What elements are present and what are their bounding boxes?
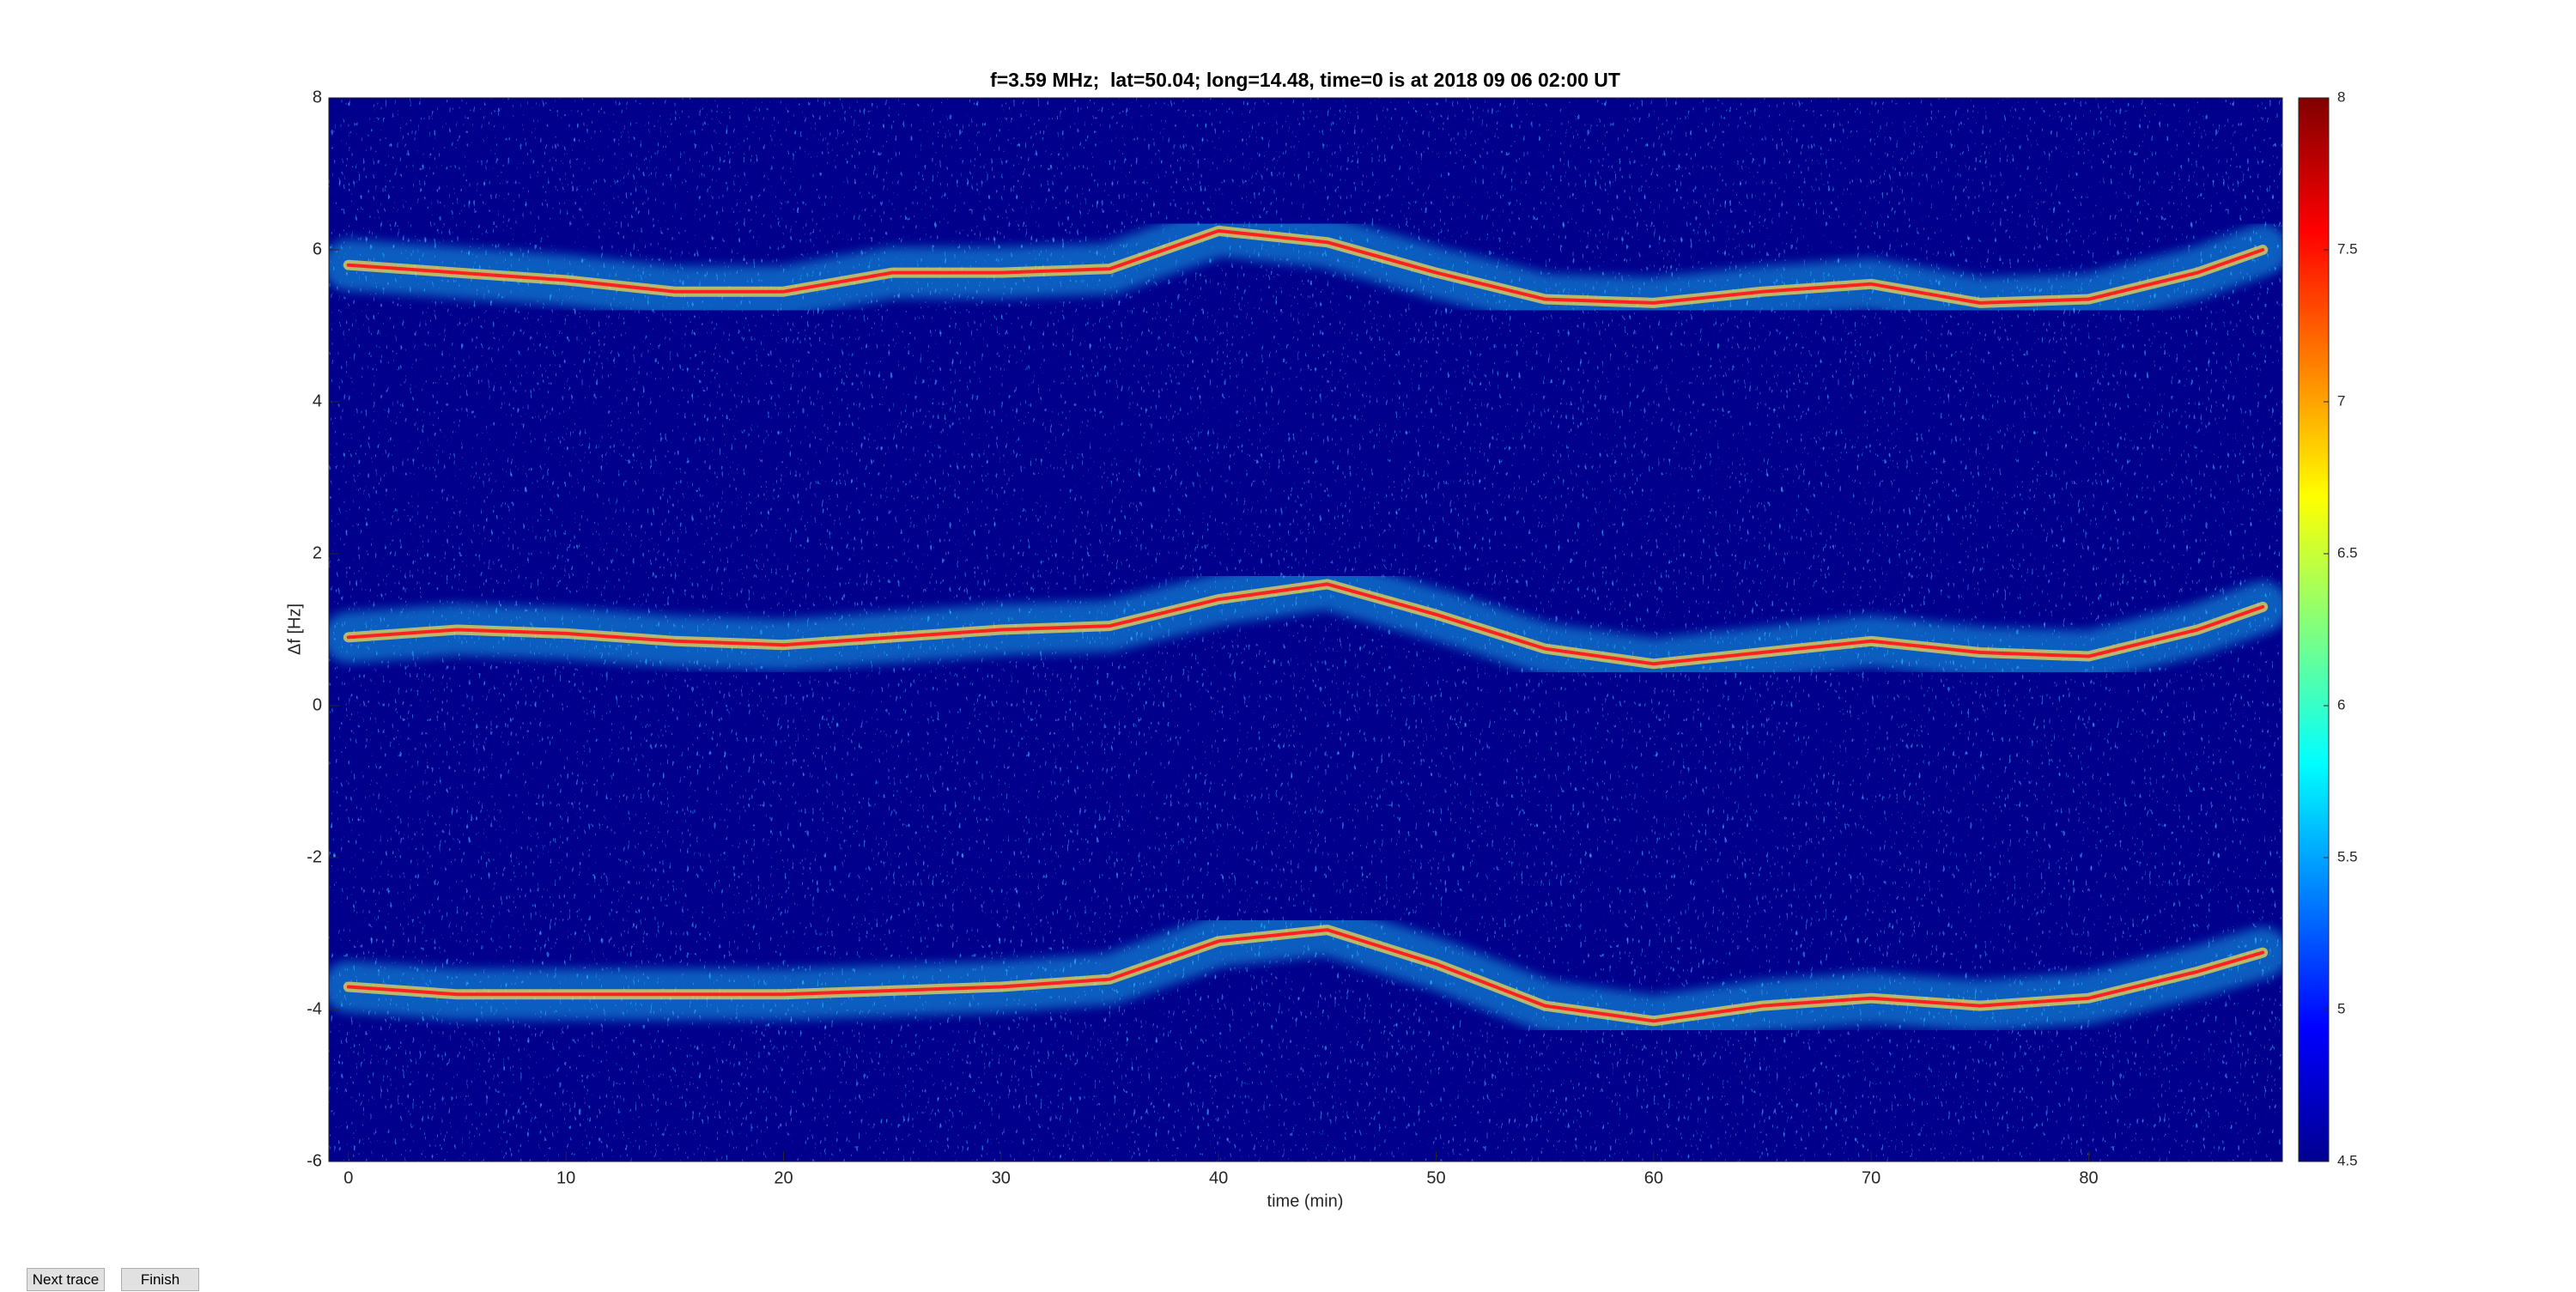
colorbar-tick-label: 5.5 [2337,848,2358,864]
plot-frame [328,97,2283,1162]
x-tick-label: 20 [774,1168,793,1187]
y-tick-label: 0 [313,695,322,714]
colorbar [2298,97,2330,1162]
y-tick-label: -4 [307,999,322,1018]
x-tick-label: 70 [1862,1168,1880,1187]
y-tick-label: -2 [307,847,322,866]
finish-button[interactable]: Finish [121,1268,199,1291]
figure: f=3.59 MHz; lat=50.04; long=14.48, time=… [285,69,2358,1210]
colorbar-tick-label: 6 [2337,696,2345,713]
x-axis-label: time (min) [1267,1192,1344,1210]
x-tick-label: 50 [1426,1168,1445,1187]
plot-area [329,98,2282,1162]
trace-line [346,582,2265,666]
y-tick-label: 4 [313,391,322,410]
colorbar-tick-label: 6.5 [2337,544,2358,561]
next-trace-button[interactable]: Next trace [27,1268,105,1291]
y-tick-label: 2 [313,543,322,562]
x-tick-label: 80 [2079,1168,2098,1187]
colorbar-tick-label: 4.5 [2337,1152,2358,1168]
chart-title: f=3.59 MHz; lat=50.04; long=14.48, time=… [990,69,1620,91]
x-tick-label: 0 [343,1168,353,1187]
trace-line [346,228,2265,305]
y-tick-label: 6 [313,240,322,258]
colorbar-tick-label: 8 [2337,88,2345,105]
x-tick-label: 10 [556,1168,575,1187]
colorbar-tick-label: 5 [2337,1000,2345,1016]
trace-line [346,928,2265,1023]
colorbar-tick-label: 7.5 [2337,240,2358,257]
y-axis-label: Δf [Hz] [285,604,304,655]
colorbar-tick-label: 7 [2337,392,2345,409]
y-tick-label: 8 [313,88,322,106]
x-tick-label: 40 [1209,1168,1228,1187]
x-tick-label: 30 [992,1168,1011,1187]
y-tick-label: -6 [307,1151,322,1170]
x-tick-label: 60 [1644,1168,1663,1187]
